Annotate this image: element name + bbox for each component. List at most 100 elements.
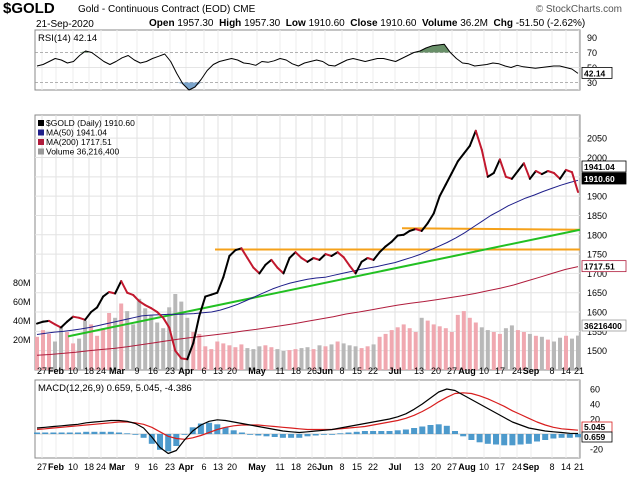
macd-y-tick-label: -20 bbox=[590, 445, 603, 455]
macd-x-tick-label: Jun bbox=[317, 462, 333, 472]
price-segment bbox=[234, 247, 243, 252]
price-segment bbox=[246, 257, 255, 269]
macd-histogram-bar bbox=[107, 431, 114, 435]
macd-histogram-bar bbox=[361, 431, 368, 434]
macd-x-tick-label: 15 bbox=[352, 462, 362, 472]
macd-histogram-bar bbox=[476, 434, 483, 443]
macd-histogram-bar bbox=[534, 434, 540, 442]
price-segment bbox=[156, 311, 165, 319]
macd-x-tick-label: 17 bbox=[495, 462, 505, 472]
macd-histogram-bar bbox=[304, 434, 311, 437]
macd-histogram-bar bbox=[320, 434, 327, 435]
price-segment bbox=[565, 168, 573, 174]
volume-bar bbox=[245, 348, 250, 370]
volume-bar bbox=[125, 311, 130, 370]
ohlc-quote: Open 1957.30 High 1957.30 Low 1910.60 Cl… bbox=[149, 18, 585, 29]
macd-x-tick-label: 10 bbox=[68, 462, 78, 472]
volume-bar bbox=[576, 335, 580, 370]
macd-x-tick-label: 27 bbox=[37, 462, 47, 472]
legend-swatch bbox=[38, 139, 44, 145]
macd-x-tick-label: 26 bbox=[307, 462, 317, 472]
low-value: 1910.60 bbox=[308, 18, 345, 29]
price-segment bbox=[228, 249, 237, 257]
macd-histogram-bar bbox=[230, 430, 237, 435]
price-segment bbox=[390, 234, 399, 243]
price-segment bbox=[396, 233, 405, 237]
price-x-tick-label: 22 bbox=[368, 366, 378, 376]
price-x-tick-label: 17 bbox=[495, 366, 505, 376]
price-segment bbox=[366, 257, 375, 261]
volume-bar bbox=[317, 345, 322, 370]
volume-bar bbox=[311, 349, 316, 370]
volume-bar bbox=[461, 311, 466, 370]
macd-line bbox=[36, 388, 579, 455]
macd-histogram-bar bbox=[124, 433, 131, 435]
symbol-title: $GOLD bbox=[3, 0, 55, 17]
price-segment bbox=[90, 306, 99, 313]
macd-histogram-bar bbox=[525, 434, 532, 444]
price-x-tick-label: 13 bbox=[414, 366, 424, 376]
price-y-tick-label: 2050 bbox=[587, 134, 607, 144]
volume-bar bbox=[203, 346, 208, 371]
price-segment bbox=[546, 170, 555, 174]
macd-y-tick-label: 60 bbox=[590, 385, 600, 395]
volume-bar bbox=[425, 320, 430, 370]
macd-histogram-bar bbox=[468, 434, 475, 440]
volume-label: Volume bbox=[422, 18, 458, 29]
price-segment bbox=[474, 129, 483, 151]
rsi-overbought-fill bbox=[37, 44, 578, 53]
price-segment bbox=[294, 251, 303, 259]
macd-histogram-bar bbox=[116, 432, 122, 434]
open-label: Open bbox=[149, 18, 175, 29]
macd-histogram-bar bbox=[353, 431, 360, 435]
price-segment bbox=[492, 158, 501, 174]
macd-histogram-bar bbox=[140, 434, 147, 438]
volume-bar bbox=[305, 347, 310, 370]
price-segment bbox=[342, 256, 351, 267]
price-segment bbox=[498, 158, 507, 178]
price-segment bbox=[468, 129, 477, 147]
macd-histogram-bar bbox=[34, 432, 40, 434]
price-x-tick-label: 13 bbox=[213, 366, 223, 376]
volume-bar bbox=[227, 345, 232, 370]
macd-histogram-bar bbox=[279, 434, 286, 438]
price-x-tick-label: 26 bbox=[307, 366, 317, 376]
price-x-tick-label: 20 bbox=[431, 366, 441, 376]
macd-histogram-bar bbox=[181, 434, 188, 435]
price-segment bbox=[162, 316, 171, 329]
price-segment bbox=[306, 257, 315, 263]
price-x-tick-label: 24 bbox=[96, 366, 106, 376]
price-segment bbox=[384, 240, 393, 248]
volume-bar bbox=[35, 336, 39, 371]
price-segment bbox=[312, 257, 321, 261]
macd-histogram-bar bbox=[402, 429, 409, 434]
macd-x-tick-label: 18 bbox=[291, 462, 301, 472]
price-segment bbox=[480, 148, 489, 178]
price-segment bbox=[516, 162, 525, 172]
volume-bar bbox=[239, 344, 244, 370]
rsi-y-tick-label: 90 bbox=[587, 33, 597, 43]
volume-bar bbox=[383, 333, 388, 370]
volume-bar bbox=[395, 327, 400, 371]
price-legend-entry: MA(200) 1717.51 bbox=[46, 137, 112, 147]
rsi-line bbox=[36, 43, 579, 91]
volume-bar bbox=[515, 330, 520, 370]
macd-x-tick-label: 9 bbox=[134, 462, 139, 472]
macd-histogram-bar bbox=[263, 434, 270, 437]
volume-bar bbox=[299, 348, 304, 370]
price-x-tick-label: 27 bbox=[447, 366, 457, 376]
volume-bar bbox=[497, 333, 502, 370]
price-segment bbox=[420, 222, 429, 232]
volume-bar bbox=[485, 330, 490, 370]
macd-histogram-bar bbox=[296, 434, 303, 438]
macd-x-tick-label: 24 bbox=[512, 462, 522, 472]
price-x-tick-label: Apr bbox=[178, 366, 194, 376]
price-segment bbox=[553, 172, 561, 180]
price-segment bbox=[336, 251, 345, 259]
macd-x-tick-label: 11 bbox=[275, 462, 284, 472]
price-segment bbox=[144, 304, 153, 310]
macd-badge-value: 0.659 bbox=[584, 432, 606, 442]
macd-histogram-bar bbox=[329, 434, 336, 435]
macd-histogram-bar bbox=[493, 434, 499, 445]
price-legend-entry: Volume 36,216,400 bbox=[46, 147, 120, 157]
